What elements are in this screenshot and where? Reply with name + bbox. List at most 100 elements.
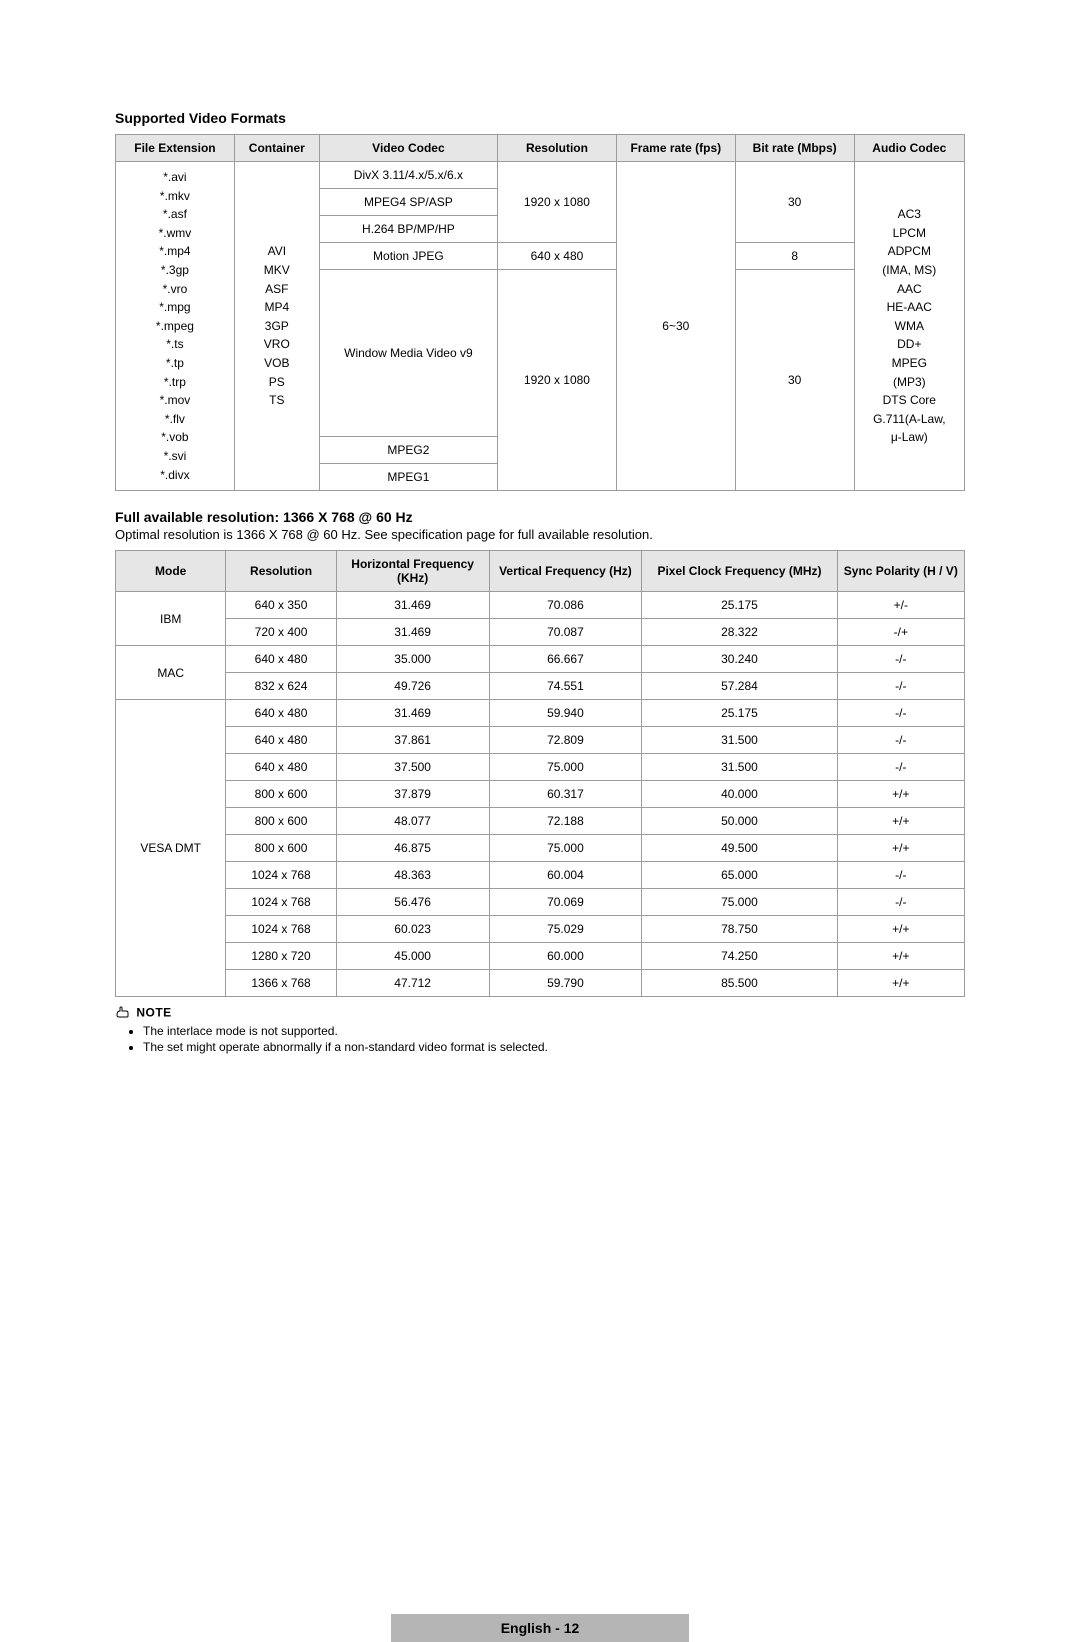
- table-cell: 70.069: [489, 889, 642, 916]
- note-label: NOTE: [136, 1006, 171, 1020]
- table-cell: 59.940: [489, 700, 642, 727]
- table-cell: 640 x 480: [226, 700, 336, 727]
- table-row: 1366 x 76847.71259.79085.500+/+: [116, 970, 965, 997]
- table-cell: 49.726: [336, 673, 489, 700]
- table-cell: -/-: [837, 646, 964, 673]
- supported-formats-title: Supported Video Formats: [115, 110, 965, 126]
- table-cell: -/-: [837, 754, 964, 781]
- table-cell: Motion JPEG: [319, 243, 497, 270]
- table-header: Pixel Clock Frequency (MHz): [642, 551, 837, 592]
- table-cell: +/+: [837, 835, 964, 862]
- note-item: The interlace mode is not supported.: [143, 1024, 965, 1038]
- table-cell: 832 x 624: [226, 673, 336, 700]
- table-header: Bit rate (Mbps): [735, 135, 854, 162]
- table-cell: 31.469: [336, 592, 489, 619]
- table-header: Resolution: [498, 135, 617, 162]
- table-cell: 28.322: [642, 619, 837, 646]
- table-cell: 60.004: [489, 862, 642, 889]
- table-cell: 74.250: [642, 943, 837, 970]
- table-cell: 50.000: [642, 808, 837, 835]
- table-cell: 65.000: [642, 862, 837, 889]
- note-item: The set might operate abnormally if a no…: [143, 1040, 965, 1054]
- table-cell: 800 x 600: [226, 781, 336, 808]
- table-cell: 40.000: [642, 781, 837, 808]
- table-row: 1024 x 76856.47670.06975.000-/-: [116, 889, 965, 916]
- table-cell: 66.667: [489, 646, 642, 673]
- table-cell: -/-: [837, 700, 964, 727]
- table-cell: 1280 x 720: [226, 943, 336, 970]
- table-row: 640 x 48037.86172.80931.500-/-: [116, 727, 965, 754]
- table-cell: 640 x 350: [226, 592, 336, 619]
- table-cell: 85.500: [642, 970, 837, 997]
- table-cell: 1024 x 768: [226, 862, 336, 889]
- table-row: MAC640 x 48035.00066.66730.240-/-: [116, 646, 965, 673]
- table-cell: +/+: [837, 781, 964, 808]
- table-cell: 48.363: [336, 862, 489, 889]
- table-cell: 8: [735, 243, 854, 270]
- table-cell: 30: [735, 270, 854, 491]
- table-cell: 37.879: [336, 781, 489, 808]
- table-cell: +/-: [837, 592, 964, 619]
- table-cell: 31.500: [642, 754, 837, 781]
- table-cell: 74.551: [489, 673, 642, 700]
- table-row: 800 x 60037.87960.31740.000+/+: [116, 781, 965, 808]
- table-cell: 72.188: [489, 808, 642, 835]
- table-cell: 49.500: [642, 835, 837, 862]
- table-cell: 45.000: [336, 943, 489, 970]
- table-header: File Extension: [116, 135, 235, 162]
- table-cell: 75.000: [642, 889, 837, 916]
- resolution-desc: Optimal resolution is 1366 X 768 @ 60 Hz…: [115, 527, 965, 542]
- table-cell: 48.077: [336, 808, 489, 835]
- table-row: 800 x 60048.07772.18850.000+/+: [116, 808, 965, 835]
- mode-cell: MAC: [116, 646, 226, 700]
- table-cell: -/-: [837, 889, 964, 916]
- table-cell: DivX 3.11/4.x/5.x/6.x: [319, 162, 497, 189]
- table-cell: 1920 x 1080: [498, 162, 617, 243]
- table-cell: 37.500: [336, 754, 489, 781]
- page-number: English - 12: [391, 1614, 690, 1642]
- table-cell: 37.861: [336, 727, 489, 754]
- note-section: NOTE The interlace mode is not supported…: [115, 1005, 965, 1054]
- note-icon: [115, 1005, 131, 1022]
- table-cell: -/-: [837, 673, 964, 700]
- table-cell: MPEG4 SP/ASP: [319, 189, 497, 216]
- table-cell: 31.469: [336, 700, 489, 727]
- table-row: 1280 x 72045.00060.00074.250+/+: [116, 943, 965, 970]
- video-formats-table: File ExtensionContainerVideo CodecResolu…: [115, 134, 965, 491]
- table-cell: +/+: [837, 916, 964, 943]
- table-cell: 1920 x 1080: [498, 270, 617, 491]
- table-row: IBM640 x 35031.46970.08625.175+/-: [116, 592, 965, 619]
- table-cell: 47.712: [336, 970, 489, 997]
- table-cell: 60.023: [336, 916, 489, 943]
- table-header: Mode: [116, 551, 226, 592]
- table-row: 832 x 62449.72674.55157.284-/-: [116, 673, 965, 700]
- table-cell: 60.317: [489, 781, 642, 808]
- table-cell: 1024 x 768: [226, 889, 336, 916]
- table-cell: 57.284: [642, 673, 837, 700]
- resolution-table: ModeResolutionHorizontal Frequency (KHz)…: [115, 550, 965, 997]
- table-cell: 640 x 480: [226, 754, 336, 781]
- table-row: 640 x 48037.50075.00031.500-/-: [116, 754, 965, 781]
- table-cell: -/+: [837, 619, 964, 646]
- table-row: 800 x 60046.87575.00049.500+/+: [116, 835, 965, 862]
- table-header: Vertical Frequency (Hz): [489, 551, 642, 592]
- mode-cell: VESA DMT: [116, 700, 226, 997]
- table-row: 1024 x 76860.02375.02978.750+/+: [116, 916, 965, 943]
- table-cell: 35.000: [336, 646, 489, 673]
- table-cell: 30: [735, 162, 854, 243]
- table-cell: 6~30: [616, 162, 735, 491]
- table-cell: 720 x 400: [226, 619, 336, 646]
- table-cell: AC3 LPCM ADPCM (IMA, MS) AAC HE-AAC WMA …: [854, 162, 964, 491]
- table-header: Audio Codec: [854, 135, 964, 162]
- table-cell: 78.750: [642, 916, 837, 943]
- table-cell: Window Media Video v9: [319, 270, 497, 437]
- table-cell: +/+: [837, 970, 964, 997]
- table-header: Container: [234, 135, 319, 162]
- table-cell: 60.000: [489, 943, 642, 970]
- table-row: VESA DMT640 x 48031.46959.94025.175-/-: [116, 700, 965, 727]
- table-cell: -/-: [837, 862, 964, 889]
- table-cell: 31.469: [336, 619, 489, 646]
- table-cell: MPEG1: [319, 464, 497, 491]
- table-cell: 70.087: [489, 619, 642, 646]
- table-cell: 25.175: [642, 592, 837, 619]
